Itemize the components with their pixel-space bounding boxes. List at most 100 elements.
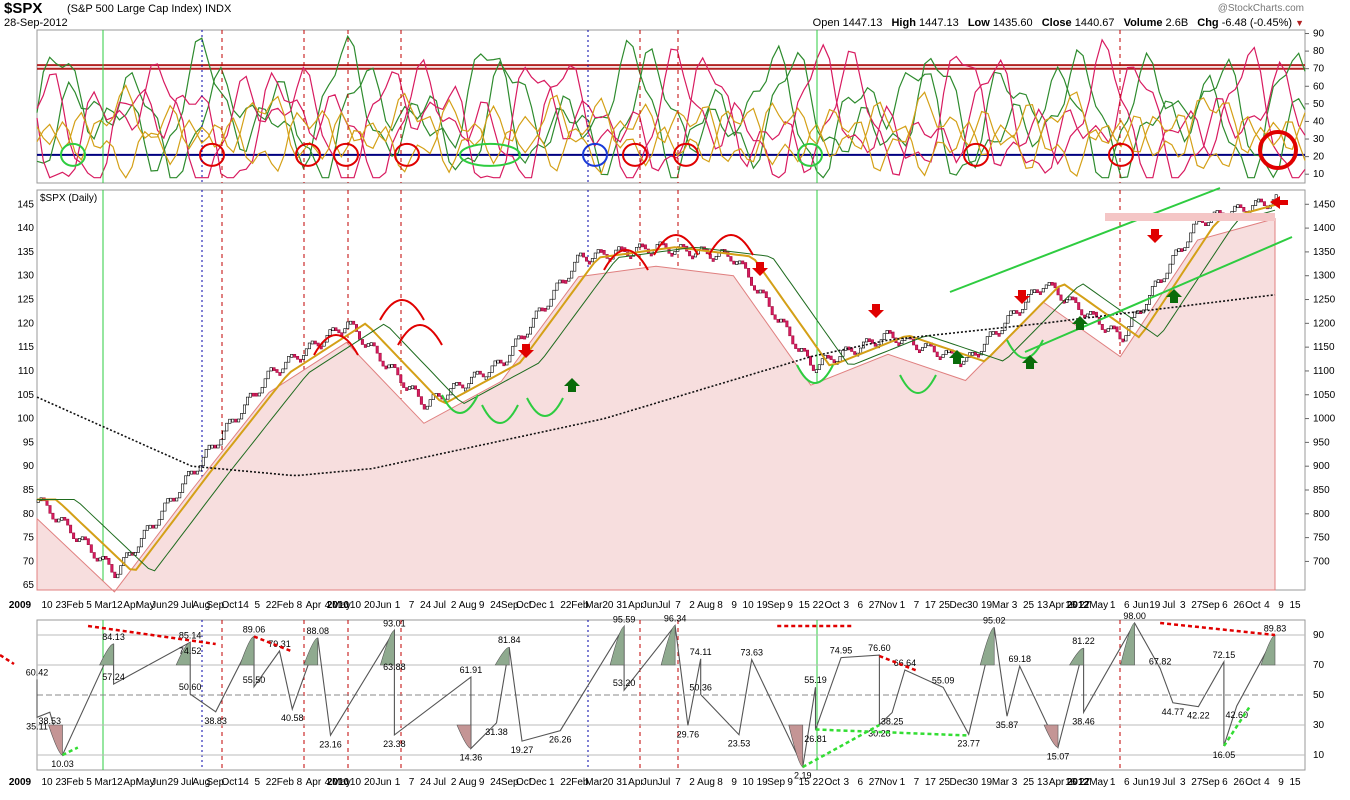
x-tick-label: Aug	[697, 600, 715, 611]
green-up-arrow-icon	[1022, 355, 1038, 369]
price-brick	[119, 565, 123, 575]
ppo-x-tick-label: 13	[1037, 777, 1049, 788]
price-brick	[1156, 279, 1160, 284]
ppo-value-label: 35.11	[26, 721, 48, 731]
price-brick	[1077, 302, 1081, 310]
ppo-x-tick-label: 7	[914, 777, 920, 788]
price-brick	[219, 439, 223, 446]
ppo-value-label: 14.36	[460, 752, 483, 762]
price-brick	[148, 524, 152, 529]
price-brick	[891, 331, 895, 339]
ppo-x-tick-label: Mar	[94, 777, 112, 788]
price-brick	[1162, 278, 1166, 283]
stoch-signal-circle	[963, 142, 989, 167]
x-tick-label: 16	[1065, 600, 1077, 611]
ppo-x-tick-label: 22	[813, 777, 825, 788]
ppo-y-tick-label: 30	[1313, 720, 1325, 731]
price-brick	[1180, 248, 1184, 252]
x-tick-label: Mar	[585, 600, 603, 611]
price-brick	[399, 374, 403, 383]
x-tick-label: May	[136, 600, 155, 611]
ppo-value-label: 81.84	[498, 635, 521, 645]
bottom-arc	[441, 394, 479, 414]
ppo-value-label: 67.82	[1149, 656, 1172, 666]
price-brick	[452, 382, 456, 389]
price-left-tick-label: 80	[23, 509, 35, 520]
price-brick	[204, 448, 208, 458]
price-brick	[393, 363, 397, 368]
price-brick	[752, 285, 756, 291]
price-left-tick-label: 95	[23, 437, 35, 448]
price-brick	[915, 344, 919, 351]
ppo-value-label: 55.19	[804, 675, 827, 685]
price-brick	[688, 250, 692, 257]
red-down-arrow-icon	[1147, 229, 1163, 243]
price-brick	[920, 347, 924, 351]
ppo-value-label: 23.16	[319, 739, 342, 749]
ppo-value-label: 79.31	[268, 639, 291, 649]
price-brick	[419, 396, 423, 405]
price-brick	[543, 307, 547, 312]
price-y-tick-label: 700	[1313, 556, 1330, 567]
price-brick	[128, 551, 132, 556]
x-tick-label: Jul	[181, 600, 194, 611]
ppo-overbought-fill	[1260, 634, 1276, 666]
ppo-x-tick-label: Jun	[375, 777, 391, 788]
price-brick	[1100, 323, 1104, 330]
ppo-value-label: 31.38	[485, 727, 508, 737]
ppo-value-label: 74.95	[830, 646, 853, 656]
x-tick-label: 26	[1233, 600, 1245, 611]
ppo-x-tick-label: 1	[900, 777, 906, 788]
price-brick	[251, 392, 255, 397]
x-tick-label: Apr	[306, 600, 322, 611]
ppo-x-tick-label: 19	[757, 777, 769, 788]
price-brick	[172, 497, 176, 502]
price-brick	[1236, 204, 1240, 208]
price-brick	[1000, 329, 1004, 335]
price-brick	[352, 320, 356, 325]
price-brick	[511, 345, 515, 356]
price-brick	[1189, 232, 1193, 243]
ppo-x-tick-label: 24	[490, 777, 502, 788]
price-brick	[458, 381, 462, 386]
ppo-overbought-fill	[99, 643, 114, 666]
price-brick	[567, 277, 571, 282]
price-brick	[923, 343, 927, 348]
price-brick	[1059, 294, 1063, 301]
price-brick	[555, 282, 559, 291]
price-brick	[278, 372, 282, 376]
x-tick-label: Jul	[1162, 600, 1175, 611]
ppo-overbought-fill	[175, 641, 191, 666]
price-brick	[86, 538, 90, 546]
price-brick	[803, 347, 807, 352]
price-brick	[749, 276, 753, 286]
price-brick	[422, 404, 426, 410]
price-brick	[820, 358, 824, 366]
ppo-x-tick-label: Oct	[824, 777, 840, 788]
price-brick	[944, 350, 948, 355]
ppo-value-label: 10.03	[51, 759, 74, 769]
price-brick	[935, 351, 939, 357]
ppo-x-tick-label: Apr	[628, 777, 644, 788]
x-tick-label: 9	[731, 600, 737, 611]
price-brick	[467, 383, 471, 389]
ppo-value-label: 95.59	[613, 615, 636, 625]
ppo-value-label: 81.22	[1072, 636, 1095, 646]
x-tick-label: Jun	[642, 600, 658, 611]
x-tick-label: 24	[420, 600, 432, 611]
price-brick	[867, 338, 871, 343]
price-y-tick-label: 950	[1313, 437, 1330, 448]
price-brick	[1015, 310, 1019, 314]
price-brick	[502, 362, 506, 367]
x-tick-label: 31	[616, 600, 628, 611]
price-brick	[1115, 326, 1119, 333]
price-brick	[711, 258, 715, 262]
price-y-tick-label: 1100	[1313, 366, 1335, 377]
bottom-arc	[796, 364, 834, 384]
price-brick	[1174, 249, 1178, 256]
stoch-signal-circle	[459, 142, 521, 167]
x-tick-label: 6	[1124, 600, 1130, 611]
price-brick	[272, 367, 276, 371]
ppo-value-label: 89.06	[243, 624, 266, 634]
price-brick	[1065, 299, 1069, 303]
